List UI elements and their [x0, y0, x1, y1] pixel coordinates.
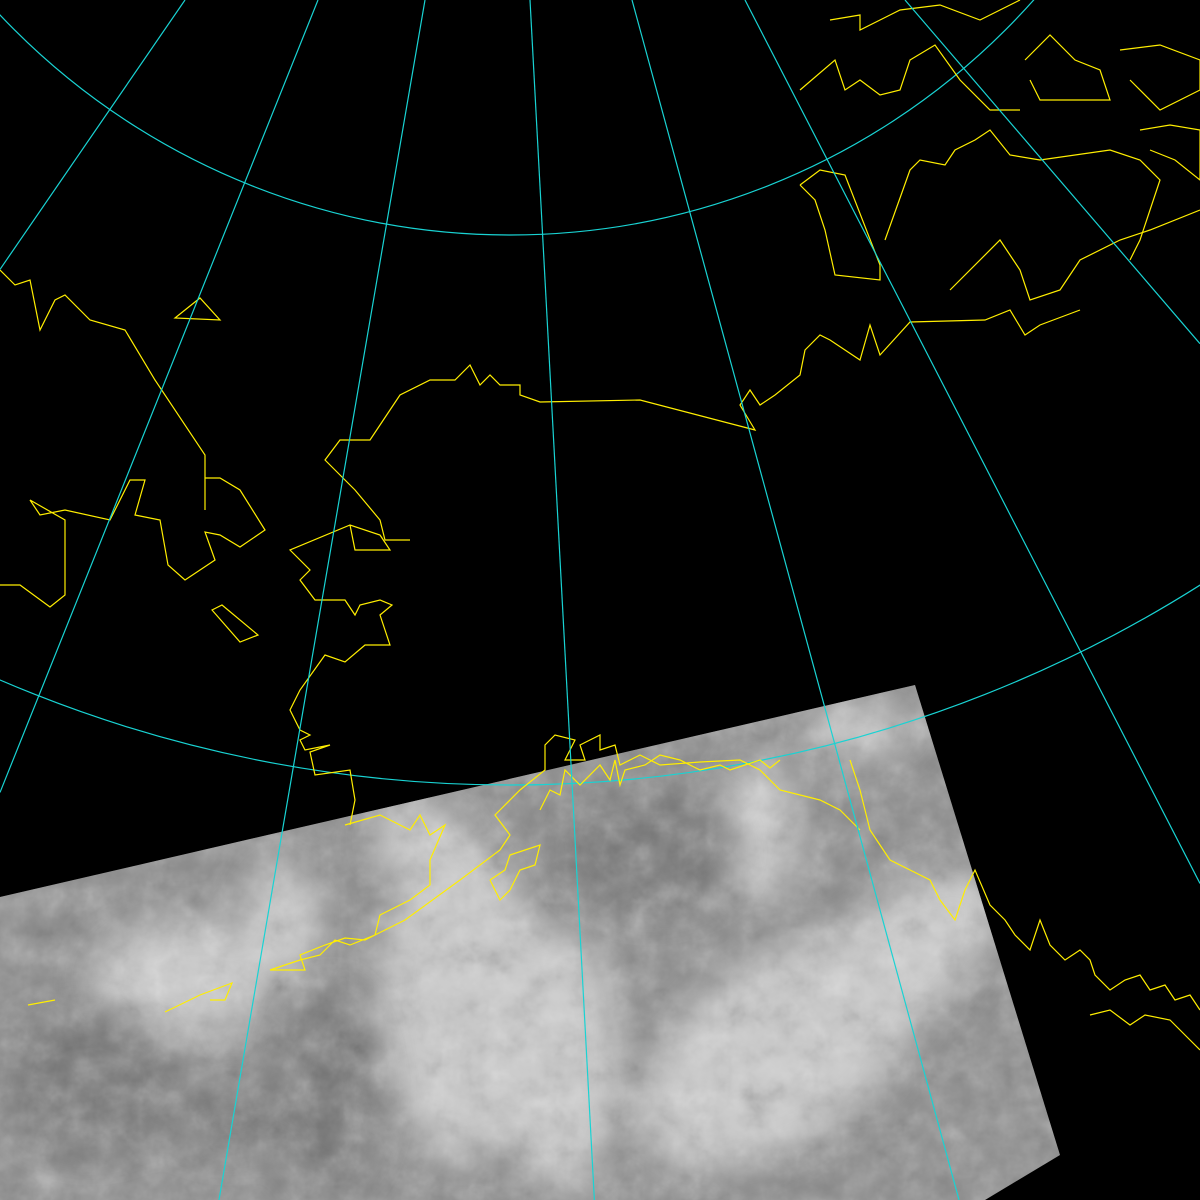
coastline-southeast — [849, 759, 1200, 1011]
meridian-line — [0, 0, 319, 793]
island — [173, 297, 222, 321]
canadian-arctic-8 — [1139, 124, 1200, 181]
coastlines — [0, 0, 1200, 1051]
coastline-southcentral — [539, 754, 781, 811]
meridian-line — [744, 0, 1200, 884]
latitude-circle — [0, 0, 1035, 236]
kenai-kodiak — [489, 844, 541, 902]
graticule — [0, 0, 1200, 786]
meridian-line — [218, 0, 426, 1200]
coastline-alaska-west — [288, 524, 394, 826]
coastline-southeast-islands — [1089, 1009, 1200, 1051]
aleutians-west — [27, 999, 56, 1006]
canadian-arctic-6 — [1119, 44, 1200, 111]
canadian-arctic — [799, 169, 881, 281]
coastline-chukotka — [0, 269, 206, 510]
canadian-arctic-4 — [799, 44, 1020, 111]
satellite-swath — [0, 685, 1060, 1200]
coastline-chukotka-south — [0, 477, 266, 608]
island-st-lawrence — [211, 604, 260, 643]
meridian-line — [631, 0, 960, 1200]
coastline-alaska-north-west — [324, 309, 1081, 541]
canadian-arctic-7 — [829, 0, 1021, 31]
canadian-arctic-3 — [949, 209, 1200, 301]
canadian-arctic-2 — [884, 129, 1161, 261]
aleutians — [164, 981, 234, 1013]
meridian-line — [529, 0, 595, 1200]
latitude-circle — [0, 584, 1200, 786]
meridian-line — [0, 0, 186, 270]
coastline-alaska-peninsula — [269, 734, 861, 971]
meridian-line — [904, 0, 1200, 345]
canadian-arctic-5 — [1024, 34, 1111, 101]
